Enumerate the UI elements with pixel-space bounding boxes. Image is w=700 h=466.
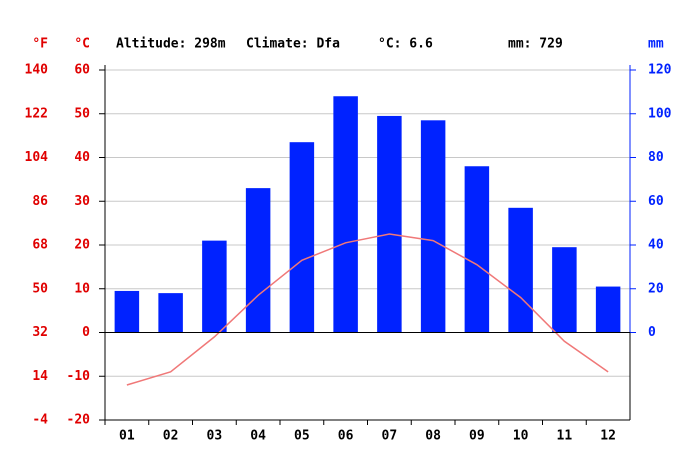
x-tick-label: 09 bbox=[469, 429, 485, 444]
y-tick-label: -20 bbox=[67, 413, 91, 428]
x-tick-label: 07 bbox=[382, 429, 398, 444]
f-tick-label: 122 bbox=[25, 106, 48, 121]
temperature-line bbox=[126, 233, 609, 386]
y2-tick-label: 40 bbox=[648, 238, 664, 253]
mm-axis-title: mm bbox=[648, 37, 664, 52]
header-temp: °C: 6.6 bbox=[378, 37, 433, 52]
f-tick-label: 86 bbox=[32, 194, 48, 209]
bar bbox=[114, 290, 140, 333]
f-tick-label: 32 bbox=[32, 325, 48, 340]
y-tick-label: 60 bbox=[74, 63, 90, 78]
x-tick-label: 02 bbox=[163, 429, 179, 444]
x-tick-label: 10 bbox=[513, 429, 529, 444]
f-tick-label: -4 bbox=[32, 413, 48, 428]
y2-tick-label: 20 bbox=[648, 281, 664, 296]
bar bbox=[420, 120, 446, 333]
y-tick-label: 40 bbox=[74, 150, 90, 165]
f-axis-title: °F bbox=[32, 37, 48, 52]
y2-tick-label: 0 bbox=[648, 325, 656, 340]
x-tick-label: 01 bbox=[119, 429, 135, 444]
y2-tick-label: 60 bbox=[648, 194, 664, 209]
y-tick-label: 30 bbox=[74, 194, 90, 209]
y-tick-label: 10 bbox=[74, 281, 90, 296]
f-tick-label: 14 bbox=[32, 369, 48, 384]
f-tick-label: 68 bbox=[32, 238, 48, 253]
x-tick-label: 11 bbox=[557, 429, 573, 444]
y2-tick-label: 120 bbox=[648, 63, 672, 78]
bar bbox=[158, 293, 183, 333]
bar bbox=[202, 240, 227, 333]
f-tick-label: 50 bbox=[32, 281, 48, 296]
y-tick-label: 50 bbox=[74, 106, 90, 121]
f-tick-label: 104 bbox=[25, 150, 49, 165]
x-tick-label: 12 bbox=[600, 429, 616, 444]
bar bbox=[289, 142, 315, 333]
x-tick-label: 06 bbox=[338, 429, 354, 444]
bar bbox=[595, 286, 621, 333]
y2-tick-label: 80 bbox=[648, 150, 664, 165]
y-tick-label: 0 bbox=[82, 325, 90, 340]
x-tick-label: 04 bbox=[250, 429, 266, 444]
y-tick-label: 20 bbox=[74, 238, 90, 253]
bar bbox=[508, 207, 533, 333]
bar bbox=[552, 247, 577, 333]
header-altitude: Altitude: 298m bbox=[116, 37, 226, 52]
bar bbox=[464, 166, 490, 333]
header-precip: mm: 729 bbox=[508, 37, 563, 52]
y2-tick-label: 100 bbox=[648, 106, 672, 121]
bar bbox=[377, 115, 402, 333]
x-tick-label: 05 bbox=[294, 429, 310, 444]
x-tick-label: 08 bbox=[425, 429, 441, 444]
f-tick-label: 140 bbox=[25, 63, 49, 78]
bar bbox=[245, 188, 271, 333]
y-tick-label: -10 bbox=[67, 369, 91, 384]
header-climate: Climate: Dfa bbox=[246, 37, 340, 52]
bar bbox=[333, 96, 358, 333]
x-tick-label: 03 bbox=[207, 429, 223, 444]
c-axis-title: °C bbox=[74, 37, 90, 52]
